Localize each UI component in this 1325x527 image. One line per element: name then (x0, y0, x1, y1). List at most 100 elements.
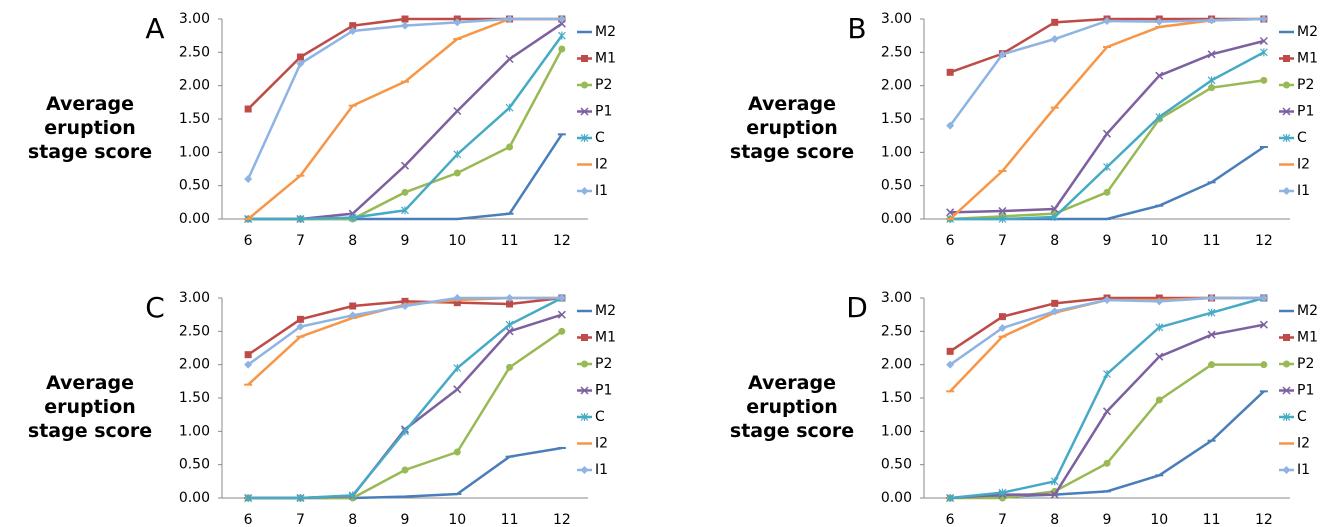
x-tick-label: 12 (1255, 233, 1273, 249)
marker (946, 360, 955, 369)
x-tick-label: 8 (1050, 512, 1059, 527)
legend-label: I1 (1297, 183, 1310, 199)
marker (998, 215, 1007, 223)
y-tick-label: 2.50 (179, 44, 210, 60)
marker (1260, 361, 1268, 369)
y-tick-label: 0.50 (881, 178, 912, 194)
marker (506, 300, 514, 308)
marker (505, 15, 514, 23)
marker (453, 294, 462, 302)
marker (400, 161, 410, 170)
marker (558, 327, 566, 335)
x-tick-label: 9 (401, 233, 410, 249)
marker (1259, 294, 1268, 302)
series-line (248, 133, 563, 221)
marker (1207, 16, 1216, 25)
x-tick-label: 10 (448, 233, 466, 249)
marker (296, 59, 305, 68)
legend-label: I1 (595, 183, 608, 199)
marker (505, 294, 514, 302)
marker (244, 360, 253, 369)
marker (505, 54, 514, 64)
marker (505, 320, 514, 329)
y-tick-label: 2.50 (881, 44, 912, 60)
x-tick-label: 10 (1150, 512, 1168, 527)
marker (580, 466, 589, 474)
y-tick-label: 0.50 (179, 178, 210, 194)
x-tick-label: 11 (1203, 512, 1221, 527)
marker (453, 106, 462, 116)
y-tick-label: 1.50 (881, 111, 912, 127)
y-axis-label: Average eruption stage score (27, 372, 153, 442)
marker (1050, 35, 1059, 43)
legend-label: I2 (1297, 436, 1310, 452)
marker (296, 53, 304, 61)
marker (946, 68, 954, 76)
marker (581, 334, 588, 341)
marker (1102, 407, 1112, 416)
panel-label: B (847, 12, 866, 45)
y-axis-label: Average eruption stage score (729, 372, 855, 442)
marker (580, 134, 589, 142)
marker (581, 81, 588, 89)
series-line (247, 296, 562, 386)
series-line (950, 363, 1264, 500)
marker (348, 311, 357, 320)
marker (1103, 188, 1111, 196)
marker (580, 187, 589, 195)
marker (296, 494, 305, 502)
marker (244, 351, 252, 359)
y-tick-label: 2.50 (881, 323, 912, 339)
marker (581, 360, 588, 368)
y-tick-label: 0.00 (179, 490, 210, 506)
legend-label: C (1297, 409, 1307, 425)
legend-label: P1 (595, 383, 612, 399)
series-line (950, 39, 1265, 214)
y-tick-label: 0.50 (881, 457, 912, 473)
y-tick-label: 1.00 (881, 423, 912, 439)
marker (453, 299, 461, 307)
marker (1051, 18, 1059, 26)
x-tick-label: 6 (244, 512, 253, 527)
y-tick-label: 3.00 (881, 290, 912, 306)
y-tick-label: 2.00 (179, 357, 210, 373)
marker (998, 313, 1006, 321)
marker (1050, 490, 1059, 499)
marker (1259, 15, 1268, 23)
x-tick-label: 8 (1050, 233, 1059, 249)
marker (1207, 76, 1216, 85)
marker (557, 31, 566, 40)
y-tick-label: 2.00 (179, 78, 210, 94)
marker (1103, 163, 1111, 171)
marker (1283, 334, 1290, 341)
marker (1051, 299, 1059, 307)
legend-label: I2 (595, 436, 608, 452)
marker (296, 215, 305, 223)
marker (349, 22, 357, 30)
marker (557, 19, 566, 28)
legend-label: C (595, 409, 605, 425)
marker (1050, 477, 1059, 486)
y-axis-label: Average eruption stage score (27, 93, 153, 163)
marker (296, 322, 305, 331)
marker (348, 27, 357, 35)
legend-label: P2 (1297, 77, 1314, 93)
marker (1050, 204, 1059, 214)
y-tick-label: 2.50 (179, 323, 210, 339)
y-tick-label: 3.00 (179, 290, 210, 306)
legend-label: P1 (1297, 104, 1314, 120)
y-tick-label: 2.00 (881, 78, 912, 94)
marker (946, 494, 955, 502)
marker (1102, 129, 1112, 138)
marker (505, 103, 514, 112)
legend-label: M1 (1297, 51, 1318, 67)
marker (1155, 113, 1164, 121)
marker (401, 302, 409, 310)
marker (1259, 36, 1268, 46)
y-tick-label: 0.00 (179, 211, 210, 227)
x-tick-label: 6 (946, 512, 955, 527)
marker (401, 297, 409, 305)
x-tick-label: 8 (348, 512, 357, 527)
marker (401, 466, 409, 474)
